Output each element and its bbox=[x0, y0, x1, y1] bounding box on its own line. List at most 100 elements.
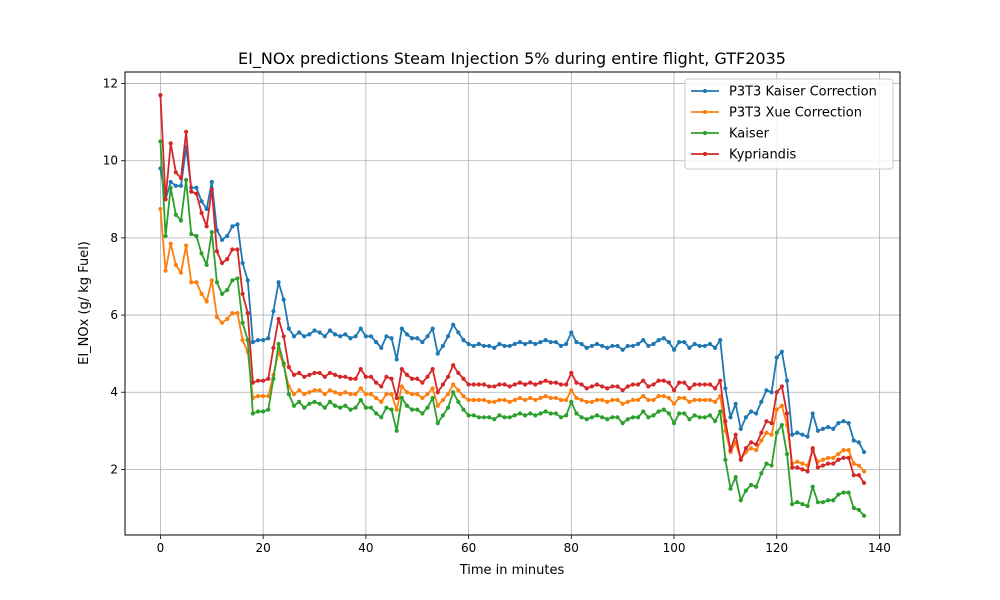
data-point bbox=[769, 421, 774, 426]
data-point bbox=[810, 446, 815, 451]
data-point bbox=[666, 395, 671, 401]
data-point bbox=[522, 413, 528, 418]
data-point bbox=[358, 326, 363, 331]
data-point bbox=[543, 409, 548, 414]
data-point bbox=[338, 392, 343, 397]
data-point bbox=[615, 415, 620, 420]
data-point bbox=[641, 378, 646, 383]
data-point bbox=[219, 237, 225, 242]
data-point bbox=[430, 366, 435, 372]
data-point bbox=[168, 185, 173, 190]
data-point bbox=[748, 409, 754, 414]
data-point bbox=[209, 179, 214, 185]
data-point bbox=[409, 392, 415, 397]
data-point bbox=[615, 343, 620, 349]
x-tick-label: 20 bbox=[256, 541, 271, 555]
data-point bbox=[440, 343, 446, 349]
data-point bbox=[276, 316, 281, 322]
data-point bbox=[558, 382, 564, 387]
data-point bbox=[312, 399, 317, 404]
data-point bbox=[723, 419, 728, 424]
data-point bbox=[420, 395, 425, 401]
data-point bbox=[836, 421, 841, 426]
data-point bbox=[353, 392, 358, 397]
data-point bbox=[261, 394, 266, 399]
data-point bbox=[163, 197, 168, 202]
y-tick-label: 12 bbox=[103, 77, 118, 91]
data-point bbox=[379, 384, 384, 389]
data-point bbox=[610, 343, 615, 349]
data-point bbox=[451, 390, 456, 395]
data-point bbox=[517, 380, 523, 385]
data-point bbox=[461, 394, 466, 399]
data-point bbox=[517, 411, 523, 416]
data-point bbox=[630, 397, 636, 403]
data-point bbox=[374, 380, 379, 385]
data-point bbox=[363, 392, 368, 397]
data-point bbox=[363, 374, 368, 379]
data-point bbox=[415, 392, 420, 397]
data-point bbox=[250, 339, 255, 345]
data-point bbox=[461, 338, 466, 343]
data-point bbox=[671, 421, 677, 426]
data-point bbox=[861, 449, 867, 455]
data-point bbox=[456, 370, 461, 376]
data-point bbox=[779, 384, 784, 389]
data-point bbox=[743, 488, 749, 493]
data-point bbox=[297, 370, 302, 376]
data-point bbox=[389, 336, 394, 341]
data-point bbox=[543, 394, 548, 399]
data-point bbox=[420, 411, 425, 416]
data-point bbox=[389, 407, 394, 412]
data-point bbox=[861, 480, 867, 486]
data-point bbox=[800, 502, 805, 507]
data-point bbox=[492, 417, 497, 422]
data-point bbox=[851, 461, 856, 466]
data-point bbox=[610, 415, 615, 420]
data-point bbox=[281, 334, 286, 339]
data-point bbox=[507, 415, 512, 420]
legend-marker bbox=[702, 130, 708, 136]
data-point bbox=[404, 332, 410, 337]
data-point bbox=[394, 357, 399, 362]
data-point bbox=[856, 507, 862, 513]
data-point bbox=[564, 382, 569, 387]
data-point bbox=[528, 395, 533, 401]
data-point bbox=[255, 378, 261, 383]
data-point bbox=[158, 139, 163, 144]
data-point bbox=[574, 380, 579, 385]
data-point bbox=[332, 372, 338, 377]
data-point bbox=[856, 473, 862, 478]
data-point bbox=[399, 384, 404, 389]
data-point bbox=[302, 334, 307, 339]
legend-marker bbox=[702, 151, 708, 157]
data-point bbox=[738, 426, 743, 431]
data-point bbox=[435, 390, 440, 395]
data-point bbox=[163, 268, 168, 273]
data-point bbox=[692, 413, 697, 418]
data-point bbox=[487, 384, 492, 389]
data-point bbox=[461, 407, 466, 412]
data-point bbox=[487, 399, 492, 404]
data-point bbox=[743, 415, 749, 420]
x-tick-label: 60 bbox=[461, 541, 476, 555]
data-point bbox=[451, 363, 456, 368]
data-point bbox=[661, 394, 666, 399]
data-point bbox=[430, 326, 435, 331]
data-point bbox=[271, 309, 276, 314]
data-point bbox=[507, 399, 512, 404]
data-point bbox=[795, 430, 800, 435]
data-point bbox=[831, 426, 836, 431]
data-point bbox=[610, 384, 615, 389]
data-point bbox=[379, 399, 384, 404]
data-point bbox=[666, 380, 671, 385]
legend-item: Kypriandis bbox=[691, 148, 797, 163]
data-point bbox=[687, 417, 692, 422]
data-point bbox=[605, 386, 610, 391]
data-point bbox=[800, 432, 805, 437]
data-point bbox=[415, 336, 420, 341]
data-point bbox=[558, 397, 564, 403]
data-point bbox=[553, 411, 559, 416]
data-point bbox=[795, 459, 800, 464]
data-point bbox=[271, 345, 276, 350]
